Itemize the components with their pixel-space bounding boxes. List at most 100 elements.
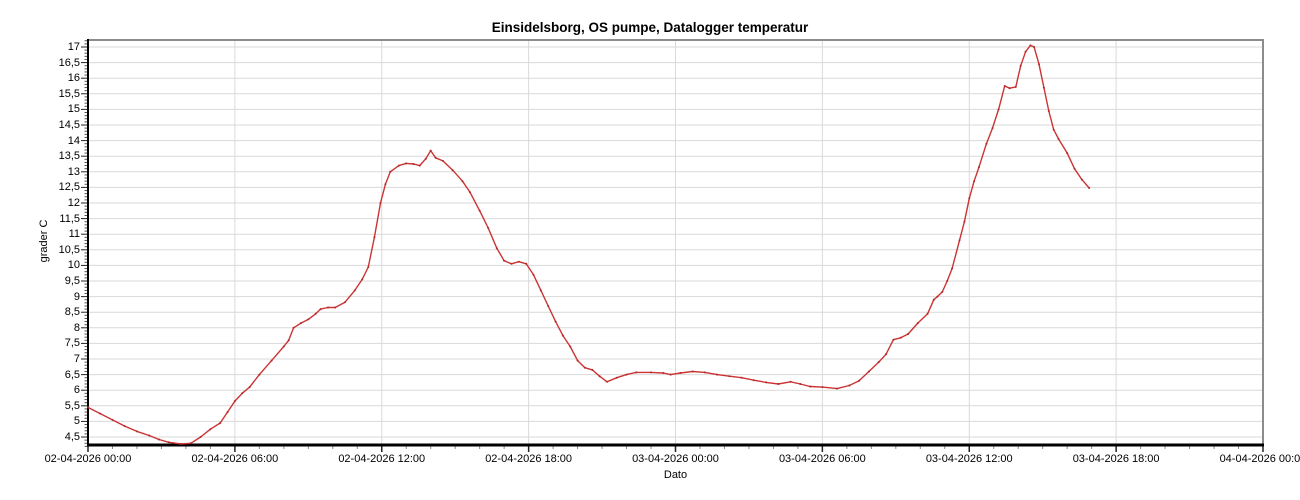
data-point-marker xyxy=(907,333,910,335)
data-point-marker xyxy=(583,366,586,369)
data-point-marker xyxy=(189,442,192,445)
y-tick-label: 10,5 xyxy=(58,243,80,256)
y-tick-label: 14,5 xyxy=(58,118,80,131)
data-point-marker xyxy=(300,322,302,325)
data-point-marker xyxy=(650,371,652,374)
temperature-line xyxy=(87,44,1090,445)
data-point-marker xyxy=(799,383,802,385)
y-tick-label: 5,5 xyxy=(64,399,80,412)
data-point-marker xyxy=(848,384,851,387)
data-point-marker xyxy=(991,127,994,130)
data-point-marker xyxy=(892,338,895,341)
data-point-marker xyxy=(752,379,755,382)
y-tick-label: 15,5 xyxy=(58,87,80,100)
data-point-marker xyxy=(777,383,780,385)
data-point-marker xyxy=(1024,50,1027,53)
data-point-marker xyxy=(576,359,579,362)
chart-title: Einsidelsborg, OS pumpe, Datalogger temp… xyxy=(491,20,809,35)
data-point-marker xyxy=(219,422,222,424)
data-point-marker xyxy=(461,180,464,183)
y-tick-label: 17 xyxy=(67,40,80,53)
data-point-marker xyxy=(287,339,290,342)
data-point-marker xyxy=(1033,46,1036,48)
data-point-marker xyxy=(985,142,988,145)
data-point-marker xyxy=(1073,167,1076,170)
data-point-marker xyxy=(258,373,261,376)
data-point-marker xyxy=(858,379,861,382)
data-point-marker xyxy=(936,295,939,298)
y-tick-label: 16 xyxy=(67,72,80,85)
data-point-marker xyxy=(405,162,408,165)
y-tick-label: 6,5 xyxy=(64,368,80,381)
data-point-marker xyxy=(468,191,471,194)
data-point-marker xyxy=(899,336,902,339)
data-point-marker xyxy=(503,259,506,262)
data-point-marker xyxy=(389,170,392,173)
x-tick-label: 04-04-2026 00:00 xyxy=(1219,453,1300,465)
data-point-marker xyxy=(314,312,317,315)
data-point-marker xyxy=(765,381,768,384)
data-point-marker xyxy=(180,442,182,445)
data-point-marker xyxy=(867,370,870,373)
x-axis-title: Dato xyxy=(663,469,688,481)
data-point-marker xyxy=(926,312,929,315)
data-point-marker xyxy=(885,353,887,356)
data-point-marker xyxy=(1019,64,1022,67)
data-point-marker xyxy=(136,430,138,433)
data-point-marker xyxy=(429,149,432,152)
y-tick-label: 16,5 xyxy=(58,56,80,69)
y-tick-label: 9 xyxy=(73,290,80,303)
data-point-marker xyxy=(487,227,490,229)
x-tick-label: 02-04-2026 06:00 xyxy=(191,453,279,465)
data-point-marker xyxy=(569,345,572,348)
data-point-marker xyxy=(397,164,400,167)
data-point-marker xyxy=(241,392,244,395)
data-point-marker xyxy=(517,260,520,263)
data-point-marker xyxy=(167,441,170,444)
data-point-marker xyxy=(916,322,919,325)
data-point-marker xyxy=(716,373,719,376)
data-point-marker xyxy=(367,266,370,268)
data-point-marker xyxy=(932,298,935,301)
data-point-marker xyxy=(1003,85,1006,87)
data-point-marker xyxy=(691,370,694,373)
data-point-marker xyxy=(1066,152,1069,155)
y-tick-label: 4,5 xyxy=(64,431,80,443)
y-tick-label: 7 xyxy=(73,353,80,365)
y-tick-label: 13 xyxy=(67,165,80,178)
data-point-marker xyxy=(248,386,251,389)
data-point-marker xyxy=(1008,87,1011,90)
data-point-marker xyxy=(1052,128,1055,131)
data-point-marker xyxy=(334,306,337,309)
data-point-marker xyxy=(789,380,792,383)
data-point-marker xyxy=(99,412,102,415)
data-point-marker xyxy=(510,262,513,265)
data-point-marker xyxy=(373,236,376,239)
x-tick-label: 02-04-2026 00:00 xyxy=(44,453,132,465)
x-tick-label: 02-04-2026 18:00 xyxy=(485,453,573,465)
data-point-marker xyxy=(282,345,285,348)
y-axis-title: grader C xyxy=(38,219,50,263)
y-tick-label: 10 xyxy=(67,259,80,272)
data-point-marker xyxy=(292,326,295,329)
data-point-marker xyxy=(958,239,961,242)
x-tick-label: 03-04-2026 00:00 xyxy=(632,453,719,465)
data-point-marker xyxy=(326,306,329,309)
data-point-marker xyxy=(525,262,528,265)
y-tick-label: 15 xyxy=(67,103,80,116)
data-point-marker xyxy=(379,202,382,204)
data-point-marker xyxy=(233,400,236,403)
data-point-marker xyxy=(963,220,966,223)
data-point-marker xyxy=(418,164,421,167)
data-point-marker xyxy=(478,209,481,212)
data-point-marker xyxy=(809,385,812,388)
data-point-marker xyxy=(123,425,126,428)
y-tick-label: 11,5 xyxy=(59,212,80,225)
data-point-marker xyxy=(606,380,608,383)
data-point-marker xyxy=(319,308,322,311)
y-tick-label: 14 xyxy=(67,134,80,147)
x-tick-label: 03-04-2026 18:00 xyxy=(1072,453,1160,465)
data-point-marker xyxy=(951,267,954,270)
